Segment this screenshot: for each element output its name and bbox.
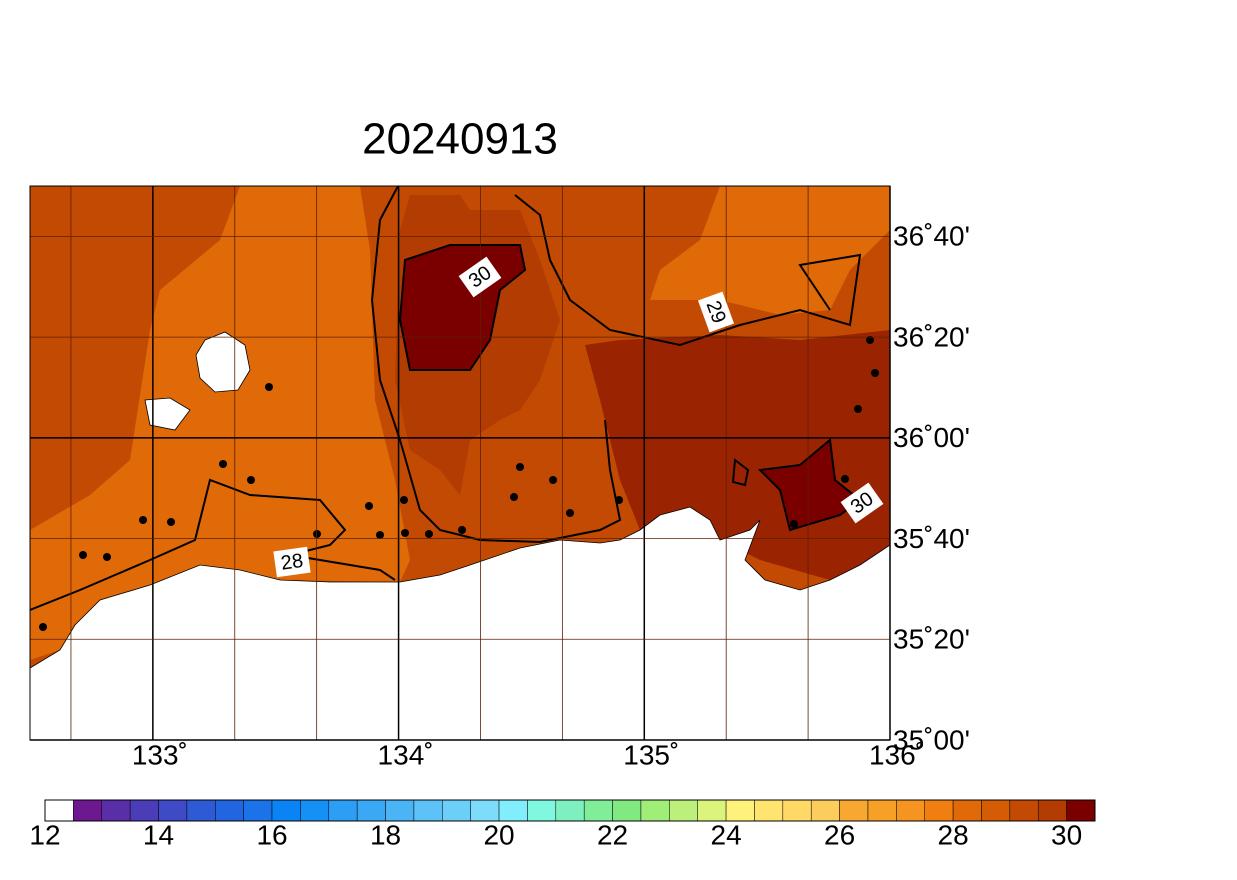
contour-label-text: 28 (279, 550, 304, 575)
colorbar-tick-label: 30 (1051, 819, 1082, 850)
colorbar-box (640, 799, 670, 822)
lat-tick-label: 36˚20' (893, 321, 970, 352)
colorbar-box (583, 799, 613, 822)
colorbar-box (328, 799, 358, 822)
colorbar-tick-label: 26 (824, 819, 855, 850)
island (144, 397, 191, 431)
colorbar-box (1009, 799, 1039, 822)
lat-tick-label: 35˚20' (893, 624, 970, 655)
colorbar-frame (44, 799, 1096, 822)
colorbar-tick-label: 18 (370, 819, 401, 850)
colorbar-box (356, 799, 386, 822)
colorbar-tick-label: 28 (938, 819, 969, 850)
lon-tick-label: 136˚ (869, 739, 925, 770)
lon-tick-label: 135˚ (623, 739, 679, 770)
colorbar-box (215, 799, 244, 822)
colorbar-box (669, 799, 698, 822)
contour-label: 29 (697, 291, 735, 333)
colorbar-box (73, 799, 103, 822)
colorbar-box (300, 799, 330, 822)
lat-tick-label: 36˚40' (893, 221, 970, 252)
lon-tick-label: 134˚ (378, 739, 434, 770)
contour-label-box (697, 291, 735, 333)
contour-label: 28 (273, 546, 311, 578)
contour-label-box (273, 546, 311, 578)
colorbar-box (839, 799, 869, 822)
colorbar-box (527, 799, 557, 822)
lat-tick-label: 35˚40' (893, 523, 970, 554)
colorbar-box (243, 799, 273, 822)
colorbar-box (158, 799, 188, 822)
colorbar-box (129, 799, 159, 822)
stations (39, 336, 879, 631)
colorbar-box (981, 799, 1011, 822)
colorbar-box (725, 799, 755, 822)
colorbar-box (867, 799, 897, 822)
colorbar-box (782, 799, 812, 822)
colorbar-box (44, 799, 74, 822)
lat-tick-label: 36˚00' (893, 422, 970, 453)
colorbar-box (101, 799, 131, 822)
colorbar-tick-label: 24 (711, 819, 742, 850)
colorbar-tick-label: 20 (483, 819, 514, 850)
lat-tick-label: 35˚00' (893, 724, 970, 755)
colorbar-box (1066, 799, 1096, 822)
colorbar-box (555, 799, 585, 822)
island (195, 331, 251, 393)
contours (30, 186, 862, 611)
contour-label-box (840, 482, 884, 524)
colorbar-box (924, 799, 954, 822)
colorbar-box (810, 799, 840, 822)
map-frame (29, 185, 891, 741)
map-field (30, 186, 890, 740)
title: 20240913 (362, 115, 558, 164)
colorbar-tick-label: 12 (29, 819, 60, 850)
lon-tick-label: 133˚ (132, 739, 188, 770)
colorbar-box (186, 799, 216, 822)
land (30, 506, 890, 740)
colorbar-box (896, 799, 925, 822)
colorbar-box (612, 799, 642, 822)
colorbar-tick-label: 22 (597, 819, 628, 850)
colorbar-box (754, 799, 784, 822)
field (30, 186, 410, 660)
contour-label-box (458, 256, 502, 298)
colorbar-tick-label: 14 (143, 819, 174, 850)
colorbar-box (442, 799, 471, 822)
field (650, 186, 890, 315)
colorbar-box (413, 799, 443, 822)
colorbar-box (1037, 799, 1067, 822)
colorbar-box (697, 799, 727, 822)
colorbar: 12 14 16 18 20 22 24 26 28 30 (29, 799, 1096, 850)
colorbar-box (498, 799, 528, 822)
colorbar-box (271, 799, 301, 822)
colorbar-box (952, 799, 982, 822)
colorbar-tick-label: 16 (256, 819, 287, 850)
colorbar-box (385, 799, 415, 822)
colorbar-box (470, 799, 500, 822)
